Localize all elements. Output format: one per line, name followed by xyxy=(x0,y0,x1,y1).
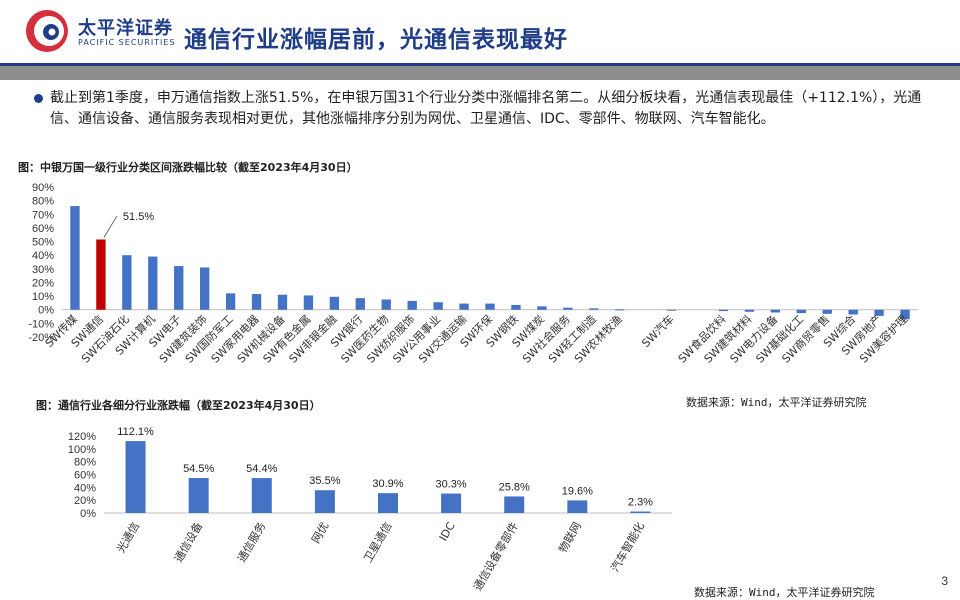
chart1-ytick: 80% xyxy=(32,196,54,208)
chart2-bar xyxy=(378,493,398,513)
chart1-bar xyxy=(148,256,158,310)
chart1-annotation-leader xyxy=(103,215,118,238)
chart1-bar xyxy=(355,298,365,310)
chart2-bar xyxy=(251,478,272,513)
chart2-caption: 图：通信行业各细分行业涨跌幅（截至2023年4月30日） xyxy=(36,399,321,412)
chart1-bar xyxy=(666,309,677,311)
chart1-ytick: 60% xyxy=(32,223,54,235)
chart1-bar xyxy=(589,308,599,310)
chart1-bar xyxy=(615,309,625,311)
chart2-data-label: 30.3% xyxy=(436,479,467,491)
chart1-annotation-label: 51.5% xyxy=(123,211,154,223)
chart1-bar xyxy=(407,300,417,310)
page-title: 通信行业涨幅居前，光通信表现最好 xyxy=(184,27,568,53)
chart2-source: 数据来源：Wind，太平洋证券研究院 xyxy=(694,586,875,599)
chart1-bar xyxy=(537,306,547,310)
chart2-bar xyxy=(567,500,588,513)
page-number: 3 xyxy=(941,574,948,588)
chart2-bar xyxy=(504,496,525,513)
chart2-data-label: 25.8% xyxy=(499,481,530,493)
chart2-category-label: 汽车智能化 xyxy=(607,520,647,575)
chart1-ytick: 50% xyxy=(32,237,54,249)
chart1-bar xyxy=(122,255,132,310)
chart2-bar xyxy=(188,478,209,513)
chart2-ytick: 60% xyxy=(74,470,96,482)
chart2-data-label: 30.9% xyxy=(372,478,403,490)
logo-text-en: PACIFIC SECURITIES xyxy=(78,38,176,47)
chart1-bar xyxy=(70,206,80,310)
chart1-bar xyxy=(251,294,262,310)
chart1-bar xyxy=(199,267,210,310)
chart1-ytick: -20% xyxy=(28,332,54,344)
chart1-ytick: 20% xyxy=(32,277,54,289)
chart1-ytick: -10% xyxy=(28,318,54,330)
chart2-ytick: 80% xyxy=(74,457,96,469)
summary-bullet: 截止到第1季度，申万通信指数上涨51.5%，在申银万国31个行业分类中涨幅排名第… xyxy=(34,88,940,130)
chart1-ytick: 10% xyxy=(32,291,54,303)
logo-text-cn: 太平洋证券 xyxy=(78,18,173,39)
chart1-bar xyxy=(770,309,781,313)
chart2-ytick: 0% xyxy=(80,508,96,520)
chart1-bar xyxy=(277,294,288,310)
bullet-dot-icon xyxy=(34,94,43,103)
title-rule xyxy=(0,63,960,66)
chart1-bar xyxy=(848,309,858,315)
title-band xyxy=(0,66,960,80)
chart2-category-label: 通信设备 xyxy=(171,520,205,565)
chart2-category-label: 通信设备零部件 xyxy=(470,520,521,594)
chart1-bar xyxy=(174,266,184,310)
chart2-ytick: 120% xyxy=(68,431,96,443)
chart1-bar xyxy=(381,299,391,310)
chart1-bar xyxy=(96,239,106,310)
chart2-bar xyxy=(314,490,335,513)
chart2-category-label: 物联网 xyxy=(555,520,584,556)
chart1-bar xyxy=(822,309,832,314)
chart2-bar xyxy=(441,493,462,513)
chart2-category-label: 卫星通信 xyxy=(361,520,394,565)
chart2-data-label: 35.5% xyxy=(309,475,340,487)
chart2-data-label: 19.6% xyxy=(562,485,593,497)
chart1-ytick: 90% xyxy=(32,182,54,194)
chart1-bar xyxy=(718,309,729,312)
chart2-category-label: 网优 xyxy=(309,520,331,546)
chart1-bar xyxy=(459,303,469,310)
chart1-bar xyxy=(433,302,443,310)
chart1-ytick: 40% xyxy=(32,250,54,262)
chart1-ytick: 70% xyxy=(32,209,54,221)
chart2-data-label: 54.4% xyxy=(246,463,277,475)
chart2-data-label: 2.3% xyxy=(628,497,653,509)
chart2-bar xyxy=(125,441,146,513)
chart2-bar xyxy=(630,511,651,513)
pacific-securities-logo-icon xyxy=(26,10,68,52)
chart1-bar xyxy=(511,304,521,310)
chart1-bar xyxy=(485,303,495,310)
chart1-bar xyxy=(303,295,314,310)
chart1-bar xyxy=(329,296,340,310)
chart2-category-label: 通信服务 xyxy=(235,520,268,565)
chart1-bar xyxy=(796,309,806,314)
chart2-category-label: IDC xyxy=(437,520,458,544)
chart2-category-label: 光通信 xyxy=(114,520,143,556)
chart1-bar xyxy=(744,309,755,312)
chart1-ytick: 30% xyxy=(32,264,54,276)
chart1-bar xyxy=(563,307,573,310)
chart1-bar xyxy=(225,293,236,310)
chart1-caption: 图：中银万国一级行业分类区间涨跌幅比较（截至2023年4月30日） xyxy=(18,161,358,174)
chart1-bar xyxy=(900,309,910,320)
chart1-bar xyxy=(874,309,884,316)
chart2-data-label: 54.5% xyxy=(183,463,214,475)
chart1-ytick: 0% xyxy=(38,305,54,317)
chart2-ytick: 100% xyxy=(68,444,96,456)
chart2-ytick: 20% xyxy=(74,495,96,507)
chart2-data-label: 112.1% xyxy=(117,426,154,438)
chart2-ytick: 40% xyxy=(74,482,96,494)
chart1-source: 数据来源：Wind，太平洋证券研究院 xyxy=(686,396,867,409)
summary-text: 截止到第1季度，申万通信指数上涨51.5%，在申银万国31个行业分类中涨幅排名第… xyxy=(50,90,922,127)
